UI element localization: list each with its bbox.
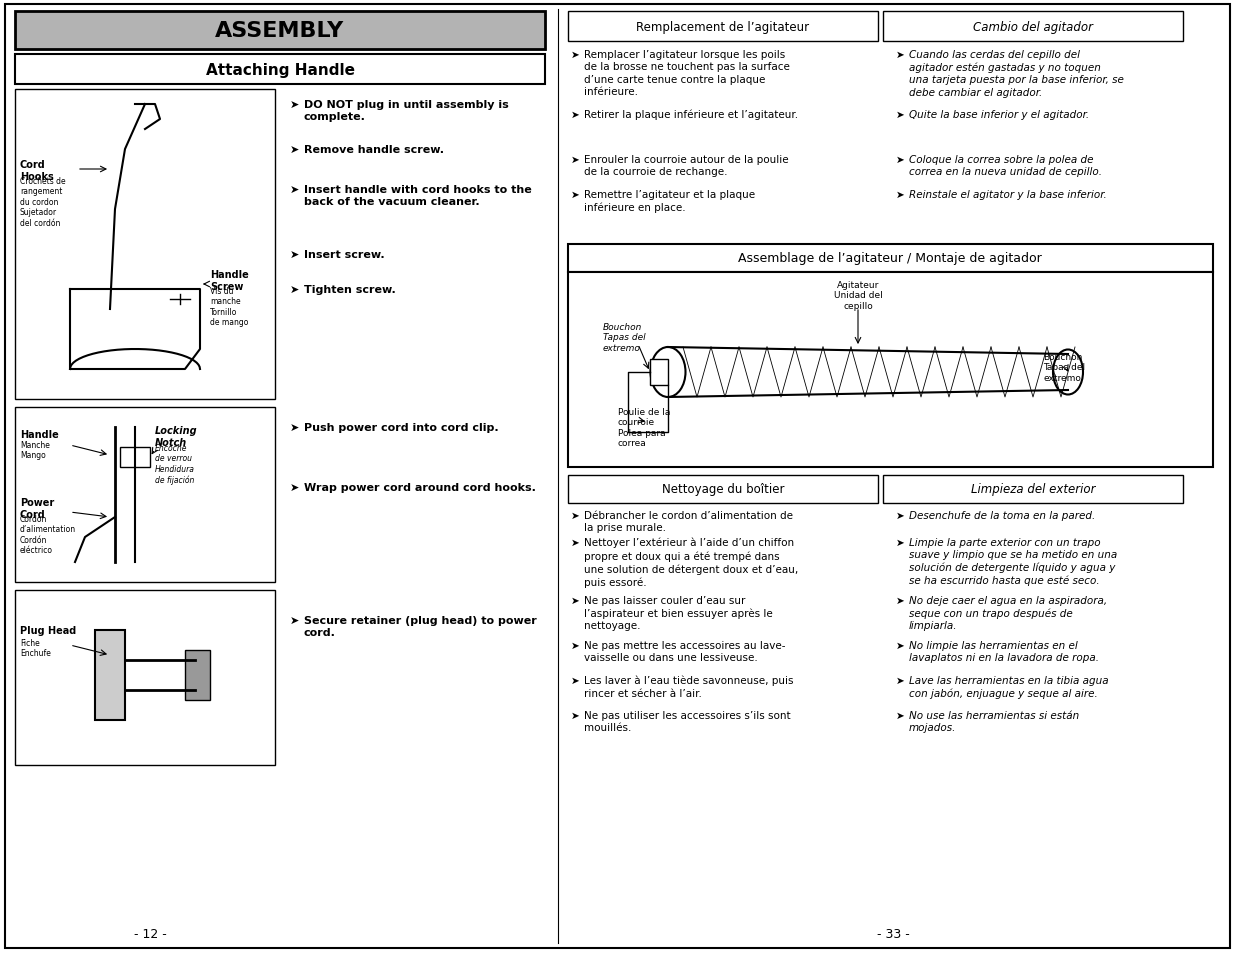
Text: ➤: ➤ bbox=[571, 596, 579, 605]
Text: Quite la base inferior y el agitador.: Quite la base inferior y el agitador. bbox=[909, 110, 1089, 120]
Text: Coloque la correa sobre la polea de
correa en la nueva unidad de cepillo.: Coloque la correa sobre la polea de corr… bbox=[909, 154, 1102, 177]
FancyBboxPatch shape bbox=[120, 448, 149, 468]
Text: Handle
Screw: Handle Screw bbox=[210, 270, 248, 292]
Text: Wrap power cord around cord hooks.: Wrap power cord around cord hooks. bbox=[304, 482, 536, 493]
FancyBboxPatch shape bbox=[15, 590, 275, 765]
Text: Handle: Handle bbox=[20, 430, 59, 439]
Text: Lave las herramientas en la tibia agua
con jabón, enjuague y seque al aire.: Lave las herramientas en la tibia agua c… bbox=[909, 676, 1109, 699]
Text: Ne pas mettre les accessoires au lave-
vaisselle ou dans une lessiveuse.: Ne pas mettre les accessoires au lave- v… bbox=[584, 640, 785, 662]
Text: ➤: ➤ bbox=[571, 110, 579, 120]
Text: ➤: ➤ bbox=[571, 511, 579, 520]
FancyBboxPatch shape bbox=[568, 273, 1213, 468]
Text: ➤: ➤ bbox=[290, 422, 299, 433]
Text: Plug Head: Plug Head bbox=[20, 625, 77, 636]
Text: Ne pas utiliser les accessoires s’ils sont
mouillés.: Ne pas utiliser les accessoires s’ils so… bbox=[584, 710, 790, 733]
Text: Cord
Hooks: Cord Hooks bbox=[20, 160, 54, 181]
Text: No use las herramientas si están
mojados.: No use las herramientas si están mojados… bbox=[909, 710, 1079, 733]
Text: Ne pas laisser couler d’eau sur
l’aspirateur et bien essuyer après le
nettoyage.: Ne pas laisser couler d’eau sur l’aspira… bbox=[584, 596, 773, 631]
Text: Cuando las cerdas del cepillo del
agitador estén gastadas y no toquen
una tarjet: Cuando las cerdas del cepillo del agitad… bbox=[909, 50, 1124, 98]
Text: Limpieza del exterior: Limpieza del exterior bbox=[971, 483, 1095, 496]
Text: Agitateur
Unidad del
cepillo: Agitateur Unidad del cepillo bbox=[834, 281, 882, 311]
FancyBboxPatch shape bbox=[15, 55, 545, 85]
Text: Bouchon
Tapas del
extremo: Bouchon Tapas del extremo bbox=[603, 323, 646, 353]
Text: Reinstale el agitator y la base inferior.: Reinstale el agitator y la base inferior… bbox=[909, 190, 1107, 200]
Text: Retirer la plaque inférieure et l’agitateur.: Retirer la plaque inférieure et l’agitat… bbox=[584, 110, 798, 120]
Text: Manche
Mango: Manche Mango bbox=[20, 440, 49, 460]
FancyBboxPatch shape bbox=[568, 12, 878, 42]
Text: ➤: ➤ bbox=[897, 710, 905, 720]
Text: ➤: ➤ bbox=[290, 616, 299, 625]
Text: ➤: ➤ bbox=[571, 676, 579, 685]
Text: Push power cord into cord clip.: Push power cord into cord clip. bbox=[304, 422, 499, 433]
Text: ➤: ➤ bbox=[290, 145, 299, 154]
FancyBboxPatch shape bbox=[650, 359, 668, 386]
Text: ➤: ➤ bbox=[571, 154, 579, 165]
FancyBboxPatch shape bbox=[568, 476, 878, 503]
FancyBboxPatch shape bbox=[95, 630, 125, 720]
Text: ➤: ➤ bbox=[290, 185, 299, 194]
Text: Remettre l’agitateur et la plaque
inférieure en place.: Remettre l’agitateur et la plaque inféri… bbox=[584, 190, 755, 213]
Text: ➤: ➤ bbox=[897, 110, 905, 120]
Text: ➤: ➤ bbox=[571, 50, 579, 60]
Text: Bouchon
Tapas del
extremo: Bouchon Tapas del extremo bbox=[1044, 353, 1086, 382]
Text: ➤: ➤ bbox=[290, 482, 299, 493]
Text: Nettoyage du boîtier: Nettoyage du boîtier bbox=[662, 483, 784, 496]
FancyBboxPatch shape bbox=[15, 408, 275, 582]
Text: ➤: ➤ bbox=[897, 50, 905, 60]
Text: ➤: ➤ bbox=[290, 285, 299, 294]
Text: Insert screw.: Insert screw. bbox=[304, 250, 384, 260]
Text: Attaching Handle: Attaching Handle bbox=[205, 63, 354, 77]
Text: Desenchufe de la toma en la pared.: Desenchufe de la toma en la pared. bbox=[909, 511, 1095, 520]
Text: Remove handle screw.: Remove handle screw. bbox=[304, 145, 445, 154]
Text: ➤: ➤ bbox=[290, 100, 299, 110]
Text: ➤: ➤ bbox=[571, 537, 579, 547]
Text: ➤: ➤ bbox=[571, 640, 579, 650]
Text: ➤: ➤ bbox=[290, 250, 299, 260]
Text: Cordon
d’alimentation
Cordón
eléctrico: Cordon d’alimentation Cordón eléctrico bbox=[20, 515, 77, 555]
Text: ➤: ➤ bbox=[897, 676, 905, 685]
Text: Crochets de
rangement
du cordon
Sujetador
del cordón: Crochets de rangement du cordon Sujetado… bbox=[20, 177, 65, 228]
Text: ➤: ➤ bbox=[571, 190, 579, 200]
Text: - 33 -: - 33 - bbox=[877, 927, 909, 941]
Text: ASSEMBLY: ASSEMBLY bbox=[215, 21, 345, 41]
Text: DO NOT plug in until assembly is
complete.: DO NOT plug in until assembly is complet… bbox=[304, 100, 509, 122]
Text: Power
Cord: Power Cord bbox=[20, 497, 54, 519]
Text: Tighten screw.: Tighten screw. bbox=[304, 285, 395, 294]
FancyBboxPatch shape bbox=[883, 12, 1183, 42]
Text: Secure retainer (plug head) to power
cord.: Secure retainer (plug head) to power cor… bbox=[304, 616, 537, 638]
Text: No deje caer el agua en la aspiradora,
seque con un trapo después de
limpiarla.: No deje caer el agua en la aspiradora, s… bbox=[909, 596, 1107, 631]
Text: Encoche
de verrou
Hendidura
de fijación: Encoche de verrou Hendidura de fijación bbox=[156, 443, 195, 484]
FancyBboxPatch shape bbox=[15, 90, 275, 399]
Text: ➤: ➤ bbox=[897, 154, 905, 165]
Text: Vis du
manche
Tornillo
de mango: Vis du manche Tornillo de mango bbox=[210, 287, 248, 327]
Text: - 12 -: - 12 - bbox=[133, 927, 167, 941]
Text: ➤: ➤ bbox=[897, 596, 905, 605]
Text: ➤: ➤ bbox=[897, 640, 905, 650]
Text: Débrancher le cordon d’alimentation de
la prise murale.: Débrancher le cordon d’alimentation de l… bbox=[584, 511, 793, 533]
Text: Remplacement de l’agitateur: Remplacement de l’agitateur bbox=[636, 20, 810, 33]
Text: ➤: ➤ bbox=[897, 190, 905, 200]
Text: Limpie la parte exterior con un trapo
suave y limpio que se ha metido en una
sol: Limpie la parte exterior con un trapo su… bbox=[909, 537, 1118, 586]
Text: Enrouler la courroie autour de la poulie
de la courroie de rechange.: Enrouler la courroie autour de la poulie… bbox=[584, 154, 789, 177]
Text: No limpie las herramientas en el
lavaplatos ni en la lavadora de ropa.: No limpie las herramientas en el lavapla… bbox=[909, 640, 1099, 662]
FancyBboxPatch shape bbox=[568, 245, 1213, 273]
Text: Cambio del agitador: Cambio del agitador bbox=[973, 20, 1093, 33]
Text: Remplacer l’agitateur lorsque les poils
de la brosse ne touchent pas la surface
: Remplacer l’agitateur lorsque les poils … bbox=[584, 50, 790, 97]
Text: Locking
Notch: Locking Notch bbox=[156, 426, 198, 447]
Text: Fiche
Enchufe: Fiche Enchufe bbox=[20, 639, 51, 658]
FancyBboxPatch shape bbox=[883, 476, 1183, 503]
Text: ➤: ➤ bbox=[897, 537, 905, 547]
FancyBboxPatch shape bbox=[15, 12, 545, 50]
Text: Les laver à l’eau tiède savonneuse, puis
rincer et sécher à l’air.: Les laver à l’eau tiède savonneuse, puis… bbox=[584, 676, 794, 699]
FancyBboxPatch shape bbox=[185, 650, 210, 700]
Text: Poulie de la
courroie
Polea para
correa: Poulie de la courroie Polea para correa bbox=[618, 408, 671, 448]
Text: Insert handle with cord hooks to the
back of the vacuum cleaner.: Insert handle with cord hooks to the bac… bbox=[304, 185, 532, 207]
Text: Assemblage de l’agitateur / Montaje de agitador: Assemblage de l’agitateur / Montaje de a… bbox=[739, 253, 1042, 265]
Text: ➤: ➤ bbox=[571, 710, 579, 720]
Text: ➤: ➤ bbox=[897, 511, 905, 520]
Text: Nettoyer l’extérieur à l’aide d’un chiffon
propre et doux qui a été trempé dans
: Nettoyer l’extérieur à l’aide d’un chiff… bbox=[584, 537, 798, 587]
